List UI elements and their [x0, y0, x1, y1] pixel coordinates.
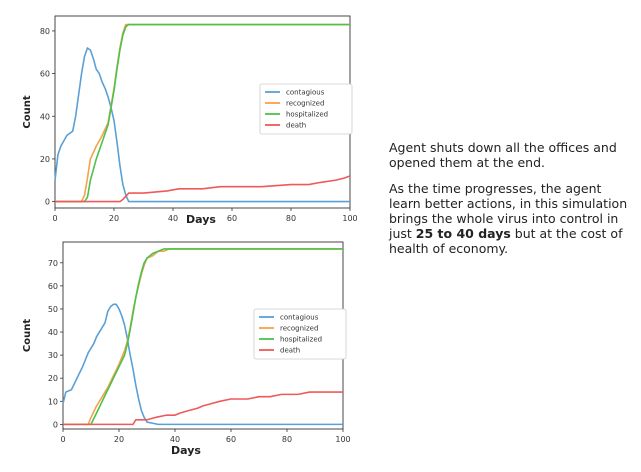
x-axis-label: Days: [171, 444, 201, 457]
y-tick-label: 80: [40, 27, 50, 36]
y-axis-label: Count: [22, 95, 33, 128]
x-tick-label: 0: [52, 214, 57, 223]
x-tick-label: 60: [227, 214, 237, 223]
y-tick-label: 40: [48, 328, 58, 337]
legend-label-recognized: recognized: [280, 325, 318, 333]
y-axis-label: Count: [22, 319, 33, 352]
chart-svg-1: 0 20 40 60 80 100 0 10 20 30 40 50 60 70 Days Count cont…: [22, 241, 351, 457]
x-tick-label: 100: [335, 435, 350, 444]
x-tick-label: 20: [109, 214, 119, 223]
series-line-contagious: [54, 47, 350, 203]
series-line-hospitalized: [55, 23, 350, 203]
y-tick-label: 60: [48, 282, 58, 291]
description-text: Agent shuts down all the offices and ope…: [389, 140, 637, 267]
legend: contagious recognized hospitalized death: [259, 83, 353, 135]
description-paragraph-1: Agent shuts down all the offices and ope…: [389, 140, 617, 170]
y-tick-label: 30: [48, 351, 58, 360]
series-line-hospitalized: [63, 248, 343, 426]
series-line-contagious: [62, 303, 343, 426]
x-tick-label: 40: [170, 435, 180, 444]
x-tick-label: 20: [114, 435, 124, 444]
x-tick-label: 100: [342, 214, 357, 223]
x-tick-label: 80: [282, 435, 292, 444]
series-line-death: [55, 175, 351, 203]
series-line-death: [63, 391, 343, 426]
legend-label-contagious: contagious: [286, 89, 325, 97]
y-tick-label: 20: [40, 155, 50, 164]
legend-label-death: death: [286, 122, 306, 130]
chart-top: 0 20 40 60 80 100 0 20 40 60 80 Days Count contagious…: [0, 0, 370, 232]
legend-label-death: death: [280, 347, 300, 355]
legend-label-hospitalized: hospitalized: [286, 111, 328, 119]
legend-box: [253, 308, 347, 360]
description-paragraph-2: As the time progresses, the agent learn …: [389, 181, 637, 256]
y-tick-label: 60: [40, 70, 50, 79]
x-tick-label: 40: [168, 214, 178, 223]
y-tick-label: 10: [48, 397, 58, 406]
x-axis-label-background: [184, 213, 219, 226]
x-tick-label: 0: [60, 435, 65, 444]
legend: contagious recognized hospitalized death: [253, 308, 347, 360]
legend-label-contagious: contagious: [280, 314, 319, 322]
x-tick-label: 60: [226, 435, 236, 444]
x-axis-label: Days: [186, 213, 216, 226]
x-tick-label: 80: [286, 214, 296, 223]
y-tick-label: 70: [48, 259, 58, 268]
chart-svg-0: 0 20 40 60 80 100 0 20 40 60 80 Days Count contagious…: [22, 15, 358, 226]
y-tick-label: 50: [48, 305, 58, 314]
y-tick-label: 20: [48, 374, 58, 383]
y-tick-label: 0: [45, 198, 50, 207]
chart-bottom: 0 20 40 60 80 100 0 10 20 30 40 50 60 70 Days Count cont…: [0, 236, 370, 472]
description-paragraph-2-prefix: As the time progresses, the agent learn …: [389, 181, 628, 241]
y-tick-label: 0: [53, 420, 58, 429]
description-paragraph-2-suffix: but at the cost of health of economy.: [389, 226, 623, 256]
legend-box: [259, 83, 353, 135]
y-tick-label: 40: [40, 112, 50, 121]
legend-label-recognized: recognized: [286, 100, 324, 108]
description-highlight: 25 to 40 days: [415, 226, 511, 241]
legend-label-hospitalized: hospitalized: [280, 336, 322, 344]
